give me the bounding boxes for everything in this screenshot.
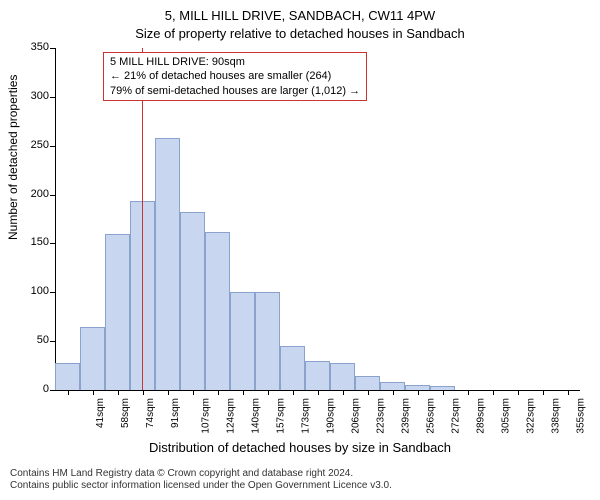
xtick-mark: [518, 390, 519, 395]
xtick-mark: [268, 390, 269, 395]
ytick-label: 50: [21, 334, 49, 346]
infobox-line1: 5 MILL HILL DRIVE: 90sqm: [110, 55, 360, 69]
ytick-label: 350: [21, 41, 49, 53]
xtick-label: 305sqm: [500, 398, 511, 434]
xtick-mark: [293, 390, 294, 395]
histogram-bar: [80, 327, 105, 390]
xtick-label: 58sqm: [120, 398, 131, 428]
histogram-bar: [280, 346, 305, 390]
xtick-mark: [118, 390, 119, 395]
xtick-label: 256sqm: [425, 398, 436, 434]
xtick-label: 157sqm: [275, 398, 286, 434]
y-axis-label: Number of detached properties: [6, 75, 20, 240]
marker-infobox: 5 MILL HILL DRIVE: 90sqm ← 21% of detach…: [103, 52, 367, 101]
xtick-mark: [493, 390, 494, 395]
footer-line2: Contains public sector information licen…: [10, 480, 392, 492]
xtick-mark: [318, 390, 319, 395]
xtick-mark: [568, 390, 569, 395]
ytick-mark: [50, 146, 55, 147]
xtick-mark: [243, 390, 244, 395]
xtick-mark: [393, 390, 394, 395]
ytick-label: 100: [21, 285, 49, 297]
histogram-bar: [355, 376, 380, 390]
xtick-label: 41sqm: [95, 398, 106, 428]
xtick-mark: [368, 390, 369, 395]
chart-title-line2: Size of property relative to detached ho…: [0, 26, 600, 41]
xtick-mark: [68, 390, 69, 395]
histogram-bar: [105, 234, 130, 390]
xtick-label: 338sqm: [550, 398, 561, 434]
xtick-label: 91sqm: [170, 398, 181, 428]
histogram-bar: [55, 363, 80, 390]
xtick-label: 190sqm: [325, 398, 336, 434]
ytick-mark: [50, 48, 55, 49]
footer-text: Contains HM Land Registry data © Crown c…: [10, 468, 392, 492]
xtick-mark: [543, 390, 544, 395]
histogram-bar: [330, 363, 355, 390]
xtick-mark: [143, 390, 144, 395]
xtick-mark: [343, 390, 344, 395]
xtick-label: 107sqm: [200, 398, 211, 434]
xtick-label: 173sqm: [300, 398, 311, 434]
xtick-label: 206sqm: [350, 398, 361, 434]
chart-container: 5, MILL HILL DRIVE, SANDBACH, CW11 4PW S…: [0, 0, 600, 500]
infobox-line2: ← 21% of detached houses are smaller (26…: [110, 69, 360, 83]
xtick-mark: [418, 390, 419, 395]
y-axis-line: [55, 48, 56, 390]
histogram-bar: [380, 382, 405, 390]
xtick-label: 272sqm: [450, 398, 461, 434]
ytick-mark: [50, 390, 55, 391]
ytick-label: 300: [21, 90, 49, 102]
ytick-mark: [50, 97, 55, 98]
ytick-label: 250: [21, 139, 49, 151]
xtick-mark: [193, 390, 194, 395]
ytick-label: 0: [21, 383, 49, 395]
infobox-line3: 79% of semi-detached houses are larger (…: [110, 84, 360, 98]
histogram-bar: [180, 212, 205, 390]
ytick-mark: [50, 243, 55, 244]
ytick-label: 150: [21, 236, 49, 248]
histogram-bar: [305, 361, 330, 390]
xtick-label: 140sqm: [250, 398, 261, 434]
xtick-label: 74sqm: [145, 398, 156, 428]
histogram-bar: [205, 232, 230, 390]
xtick-mark: [443, 390, 444, 395]
histogram-bar: [230, 292, 255, 390]
xtick-label: 355sqm: [575, 398, 586, 434]
footer-line1: Contains HM Land Registry data © Crown c…: [10, 468, 392, 480]
xtick-label: 223sqm: [375, 398, 386, 434]
histogram-bar: [255, 292, 280, 390]
xtick-label: 289sqm: [475, 398, 486, 434]
x-axis-label: Distribution of detached houses by size …: [0, 440, 600, 455]
ytick-mark: [50, 341, 55, 342]
ytick-mark: [50, 195, 55, 196]
xtick-mark: [468, 390, 469, 395]
ytick-mark: [50, 292, 55, 293]
xtick-mark: [93, 390, 94, 395]
xtick-label: 322sqm: [525, 398, 536, 434]
xtick-label: 239sqm: [400, 398, 411, 434]
xtick-mark: [218, 390, 219, 395]
xtick-mark: [168, 390, 169, 395]
histogram-bar: [155, 138, 180, 390]
ytick-label: 200: [21, 188, 49, 200]
chart-title-line1: 5, MILL HILL DRIVE, SANDBACH, CW11 4PW: [0, 8, 600, 23]
xtick-label: 124sqm: [225, 398, 236, 434]
